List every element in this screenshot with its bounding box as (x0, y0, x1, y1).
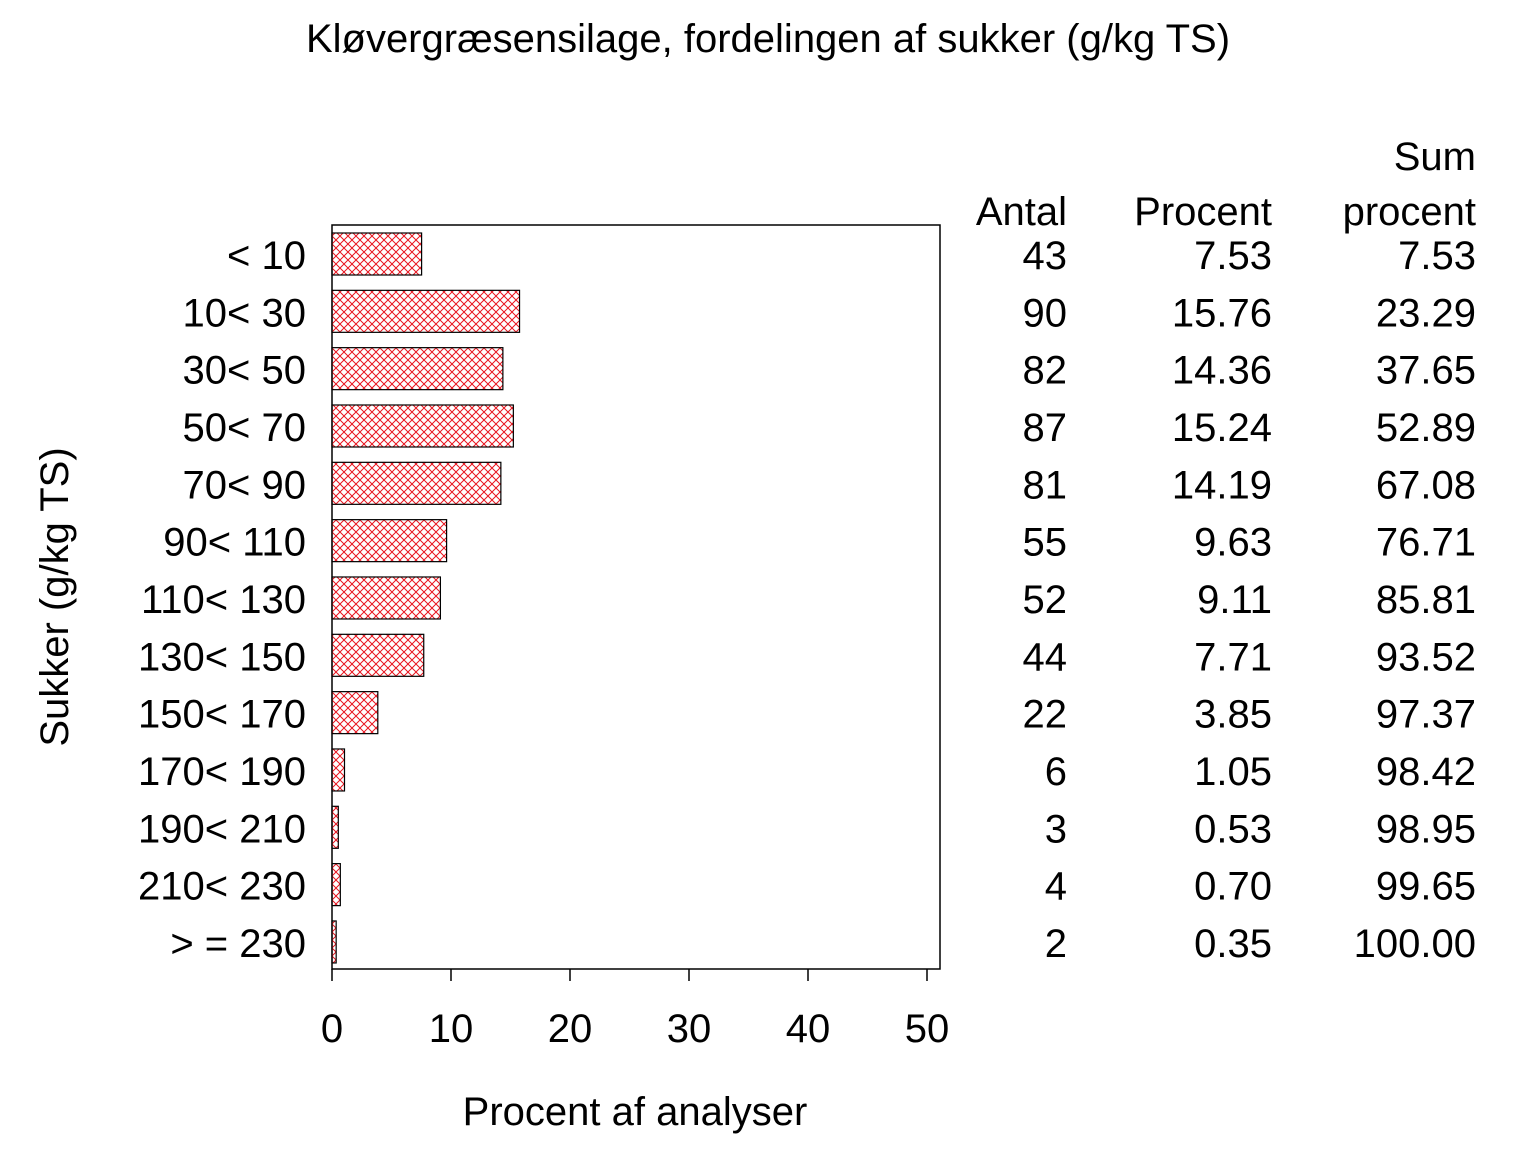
chart-title: Kløvergræsensilage, fordelingen af sukke… (306, 17, 1230, 61)
bar (331, 920, 337, 964)
bar (331, 404, 514, 448)
x-tick-label: 40 (786, 1007, 831, 1051)
category-label: < 10 (227, 234, 306, 278)
table-cell-antal: 2 (1045, 922, 1067, 966)
table-cell-procent: 14.19 (1172, 463, 1272, 507)
bar (331, 633, 425, 677)
table-cell-procent: 7.53 (1194, 234, 1272, 278)
bar (331, 461, 502, 505)
category-label: 190< 210 (138, 807, 306, 851)
bars-layer (331, 232, 521, 964)
table-cell-antal: 4 (1045, 865, 1067, 909)
table-cell-procent: 1.05 (1194, 750, 1272, 794)
x-tick-label: 10 (429, 1007, 474, 1051)
table-cell-procent: 9.63 (1194, 521, 1272, 565)
table-cell-antal: 3 (1045, 807, 1067, 851)
table-cell-procent: 3.85 (1194, 693, 1272, 737)
bar (331, 347, 504, 391)
table-cell-procent: 9.11 (1197, 578, 1272, 622)
category-label: 90< 110 (163, 521, 306, 565)
bar (331, 691, 379, 735)
category-label: 50< 70 (183, 406, 306, 450)
table-cell-antal: 90 (1023, 291, 1068, 335)
table-cell-antal: 87 (1023, 406, 1068, 450)
table-cell-procent: 7.71 (1194, 635, 1272, 679)
x-tick-label: 20 (548, 1007, 593, 1051)
table-header-procent: Procent (1134, 190, 1272, 234)
table-cell-sum-procent: 7.53 (1398, 234, 1476, 278)
table-header-sum: Sum (1394, 135, 1476, 179)
table-cell-sum-procent: 23.29 (1376, 291, 1476, 335)
bar (331, 863, 341, 907)
x-axis: 0 10 20 30 40 50 (321, 969, 949, 1051)
table-cell-sum-procent: 100.00 (1354, 922, 1476, 966)
x-tick-label: 0 (321, 1007, 343, 1051)
table-cell-sum-procent: 67.08 (1376, 463, 1476, 507)
table-cell-procent: 15.24 (1172, 406, 1272, 450)
table-cell-sum-procent: 76.71 (1376, 521, 1476, 565)
table-cell-sum-procent: 97.37 (1376, 693, 1476, 737)
bar (331, 748, 346, 792)
table-cell-procent: 0.35 (1194, 922, 1272, 966)
table-cell-sum-procent: 52.89 (1376, 406, 1476, 450)
table-cell-antal: 6 (1045, 750, 1067, 794)
table-cell-antal: 22 (1023, 693, 1068, 737)
category-label: 70< 90 (183, 463, 306, 507)
table-cell-antal: 55 (1023, 521, 1068, 565)
table-cell-procent: 14.36 (1172, 349, 1272, 393)
bar (331, 232, 423, 276)
table-cell-procent: 0.53 (1194, 807, 1272, 851)
category-label: > = 230 (170, 922, 306, 966)
table-cell-antal: 82 (1023, 349, 1068, 393)
x-axis-title: Procent af analyser (463, 1090, 808, 1134)
bar (331, 289, 521, 333)
table-header-antal: Antal (976, 190, 1067, 234)
category-label: 150< 170 (138, 693, 306, 737)
table-cell-sum-procent: 37.65 (1376, 349, 1476, 393)
category-label: 10< 30 (183, 291, 306, 335)
y-axis-title: Sukker (g/kg TS) (33, 447, 77, 746)
category-label: 30< 50 (183, 349, 306, 393)
category-labels: < 10 10< 30 30< 50 50< 70 70< 90 90< 110 110< … (138, 234, 306, 966)
table-cell-procent: 15.76 (1172, 291, 1272, 335)
table-cell-antal: 81 (1023, 463, 1068, 507)
category-label: 170< 190 (138, 750, 306, 794)
bar (331, 576, 442, 620)
table-cell-sum-procent: 99.65 (1376, 865, 1476, 909)
category-label: 110< 130 (141, 578, 306, 622)
bar (331, 805, 339, 849)
x-tick-label: 50 (905, 1007, 950, 1051)
table-cell-sum-procent: 98.42 (1376, 750, 1476, 794)
x-tick-label: 30 (667, 1007, 712, 1051)
category-label: 210< 230 (138, 865, 306, 909)
table-cell-sum-procent: 85.81 (1376, 578, 1476, 622)
table-cell-sum-procent: 98.95 (1376, 807, 1476, 851)
table-cell-procent: 0.70 (1194, 865, 1272, 909)
table-cell-antal: 52 (1023, 578, 1068, 622)
table-cell-antal: 43 (1023, 234, 1068, 278)
table-cell-sum-procent: 93.52 (1376, 635, 1476, 679)
table-cell-antal: 44 (1023, 635, 1068, 679)
table-header-sum: procent (1343, 190, 1476, 234)
category-label: 130< 150 (138, 635, 306, 679)
bar (331, 519, 448, 563)
